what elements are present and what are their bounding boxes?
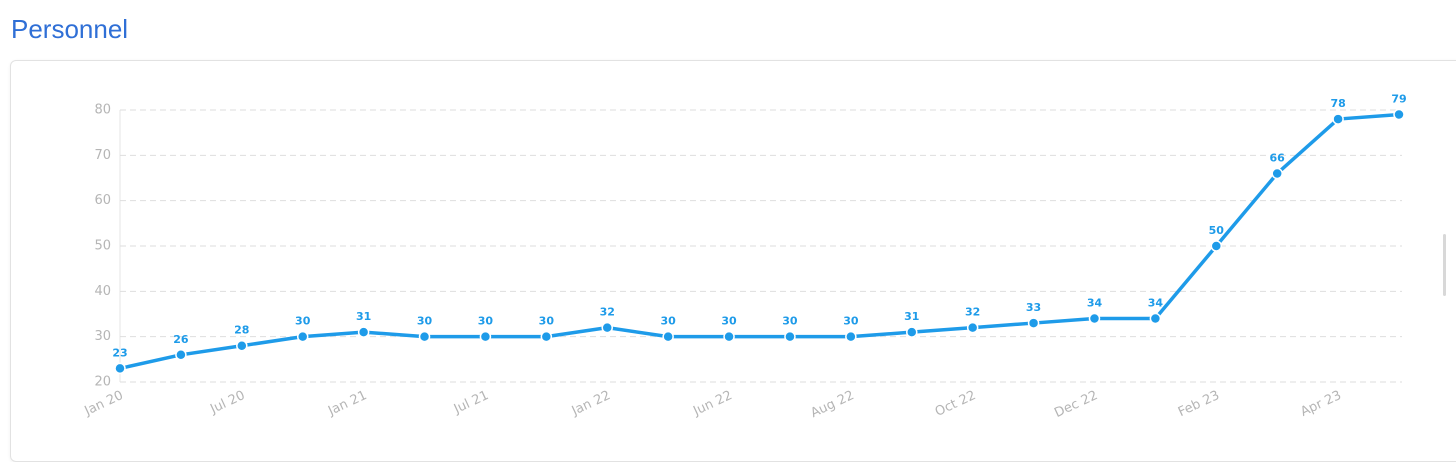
y-tick-label: 40 [94,284,111,299]
data-label: 34 [1087,297,1103,310]
page-title: Personnel [11,14,129,44]
data-label: 78 [1330,97,1345,110]
data-label: 30 [478,315,494,328]
y-tick-label: 80 [94,103,111,118]
point [1088,312,1101,325]
data-label: 30 [721,315,737,328]
data-label: 26 [173,333,189,346]
x-tick-label: Jul 20 [207,388,247,417]
point [540,330,553,343]
data-label: 32 [965,306,980,319]
data-label: 31 [356,310,371,323]
data-label: 34 [1148,297,1164,310]
y-tick-label: 70 [94,148,111,163]
point [418,330,431,343]
data-label: 79 [1391,93,1406,106]
data-label: 32 [600,306,615,319]
data-label: 50 [1209,224,1225,237]
y-tick-label: 30 [94,329,111,344]
x-tick-label: Feb 23 [1176,388,1222,420]
point [723,330,735,343]
point [1027,317,1040,329]
point [357,326,370,338]
x-tick-label: Jan 21 [325,388,369,419]
point [966,321,979,334]
chart: 20 30 40 50 60 70 80 Jan 20 Jul 20 Jan 21 Jul 21 Ja… [82,93,1407,422]
y-tick-label: 60 [94,193,111,208]
point [175,349,187,361]
data-label: 23 [112,346,127,359]
point [906,326,918,338]
y-tick-label: 50 [94,239,111,254]
data-label: 28 [234,324,249,337]
point [479,330,492,343]
point [845,330,857,343]
data-label: 30 [295,315,311,328]
page: {"title": "Personnel", "chart_data": {"t… [10,14,1456,462]
data-label: 30 [782,315,798,328]
point [784,330,796,343]
point [296,330,309,343]
data-label: 66 [1270,151,1286,164]
x-tick-label: Apr 23 [1298,388,1343,420]
point [662,330,674,343]
x-tick-label: Oct 22 [933,388,978,420]
point [236,339,248,352]
x-tick-label: Aug 22 [808,388,856,421]
data-label: 31 [904,310,919,323]
point [114,362,126,375]
point [1271,167,1283,180]
point [601,321,613,334]
y-tick-label: 20 [94,375,111,390]
point [1149,312,1162,325]
x-tick-label: Dec 22 [1052,388,1100,421]
point [1393,108,1405,121]
point [1210,240,1223,252]
x-tick-label: Jan 20 [82,388,126,419]
x-tick-label: Jan 22 [569,388,613,419]
data-label: 30 [417,315,433,328]
data-label: 30 [843,315,859,328]
line [119,112,1400,371]
data-label: 33 [1026,301,1041,314]
point [1332,113,1344,125]
data-label: 30 [660,315,676,328]
x-tick-label: Jun 22 [690,388,734,419]
scrollbar [1443,234,1446,296]
x-tick-label: Jul 21 [451,388,491,417]
data-label: 30 [539,315,555,328]
